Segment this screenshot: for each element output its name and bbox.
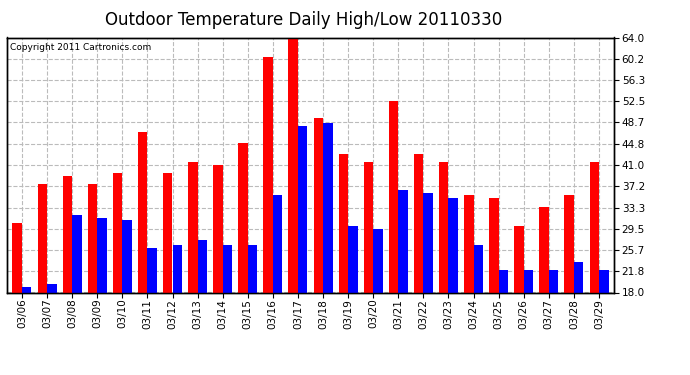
Bar [138, 132, 148, 292]
Bar [599, 270, 609, 292]
Bar [63, 176, 72, 292]
Text: Outdoor Temperature Daily High/Low 20110330: Outdoor Temperature Daily High/Low 20110… [105, 11, 502, 29]
Bar [22, 287, 32, 292]
Bar [148, 248, 157, 292]
Bar [348, 226, 357, 292]
Bar [373, 229, 383, 292]
Bar [524, 270, 533, 292]
Bar [364, 162, 373, 292]
Bar [12, 223, 22, 292]
Bar [248, 245, 257, 292]
Bar [424, 193, 433, 292]
Bar [339, 154, 348, 292]
Bar [72, 215, 81, 292]
Bar [238, 143, 248, 292]
Bar [112, 173, 122, 292]
Bar [388, 101, 398, 292]
Bar [273, 195, 282, 292]
Bar [448, 198, 458, 292]
Text: Copyright 2011 Cartronics.com: Copyright 2011 Cartronics.com [10, 43, 151, 52]
Bar [288, 38, 298, 292]
Bar [313, 118, 323, 292]
Bar [223, 245, 233, 292]
Bar [549, 270, 558, 292]
Bar [264, 57, 273, 292]
Bar [88, 184, 97, 292]
Bar [540, 207, 549, 292]
Bar [574, 262, 584, 292]
Bar [188, 162, 197, 292]
Bar [163, 173, 172, 292]
Bar [172, 245, 182, 292]
Bar [464, 195, 473, 292]
Bar [47, 284, 57, 292]
Bar [97, 217, 107, 292]
Bar [37, 184, 47, 292]
Bar [197, 240, 207, 292]
Bar [439, 162, 449, 292]
Bar [489, 198, 499, 292]
Bar [398, 190, 408, 292]
Bar [514, 226, 524, 292]
Bar [213, 165, 223, 292]
Bar [323, 123, 333, 292]
Bar [414, 154, 424, 292]
Bar [564, 195, 574, 292]
Bar [589, 162, 599, 292]
Bar [298, 126, 308, 292]
Bar [499, 270, 509, 292]
Bar [473, 245, 483, 292]
Bar [122, 220, 132, 292]
